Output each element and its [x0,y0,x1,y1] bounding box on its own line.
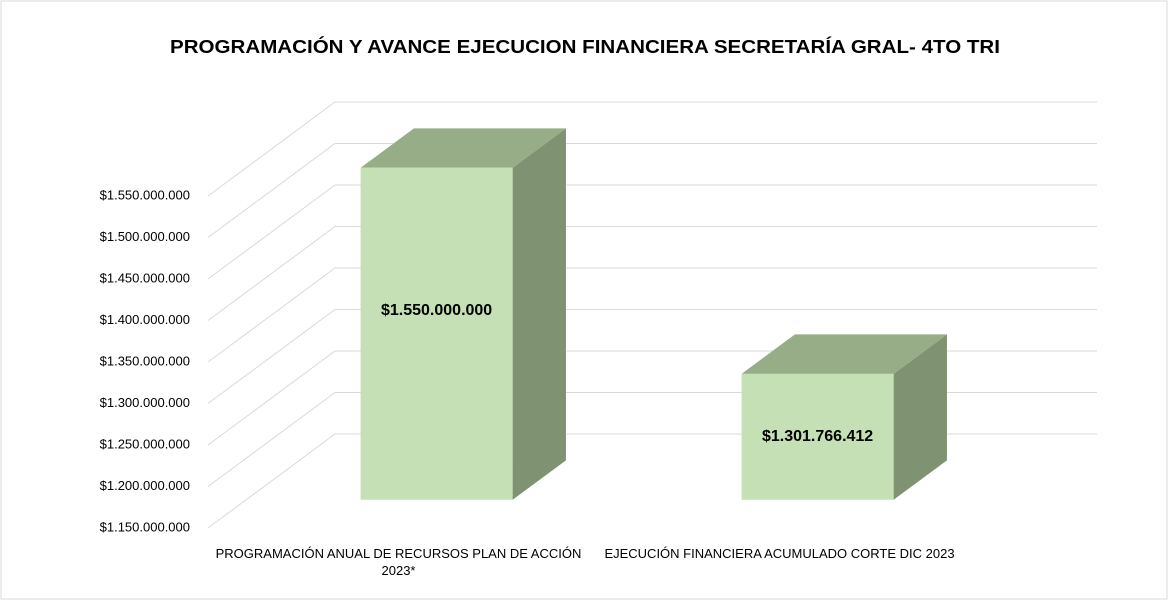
grid-line [207,101,1097,197]
y-tick-label: $1.400.000.000 [100,312,190,327]
y-tick-label: $1.500.000.000 [100,229,190,244]
y-tick-label: $1.450.000.000 [100,270,190,285]
y-tick-label: $1.300.000.000 [100,395,190,410]
y-tick-label: $1.550.000.000 [100,187,190,202]
y-tick-label: $1.350.000.000 [100,353,190,368]
y-tick-label: $1.200.000.000 [100,478,190,493]
grid-line [207,184,1097,280]
y-tick-label: $1.250.000.000 [100,436,190,451]
bar-side [512,128,566,500]
y-tick-label: $1.150.000.000 [100,519,190,534]
bar [360,167,513,500]
grid-line [207,226,1097,321]
x-tick-label: EJECUCIÓN FINANCIERA ACUMULADO CORTE DIC… [604,546,955,561]
bar [741,373,894,500]
bar-top [741,334,947,374]
bar-top [360,128,566,168]
data-label: $1.550.000.000 [381,302,492,319]
grid-line [207,143,1097,238]
grid-line [207,267,1097,363]
data-label: $1.301.766.412 [762,428,873,445]
chart-title: PROGRAMACIÓN Y AVANCE EJECUCION FINANCIE… [170,36,1000,57]
grid-line [207,309,1097,404]
x-tick-label: PROGRAMACIÓN ANUAL DE RECURSOS PLAN DE A… [215,546,582,578]
bar-side [893,334,947,500]
